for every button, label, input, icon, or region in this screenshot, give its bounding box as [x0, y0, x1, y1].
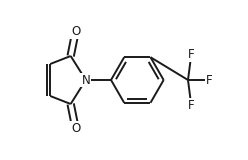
Text: F: F: [206, 73, 212, 87]
Text: O: O: [71, 25, 80, 38]
Text: F: F: [188, 99, 194, 112]
Text: O: O: [71, 122, 80, 135]
Text: F: F: [188, 48, 194, 61]
Text: N: N: [81, 73, 90, 87]
